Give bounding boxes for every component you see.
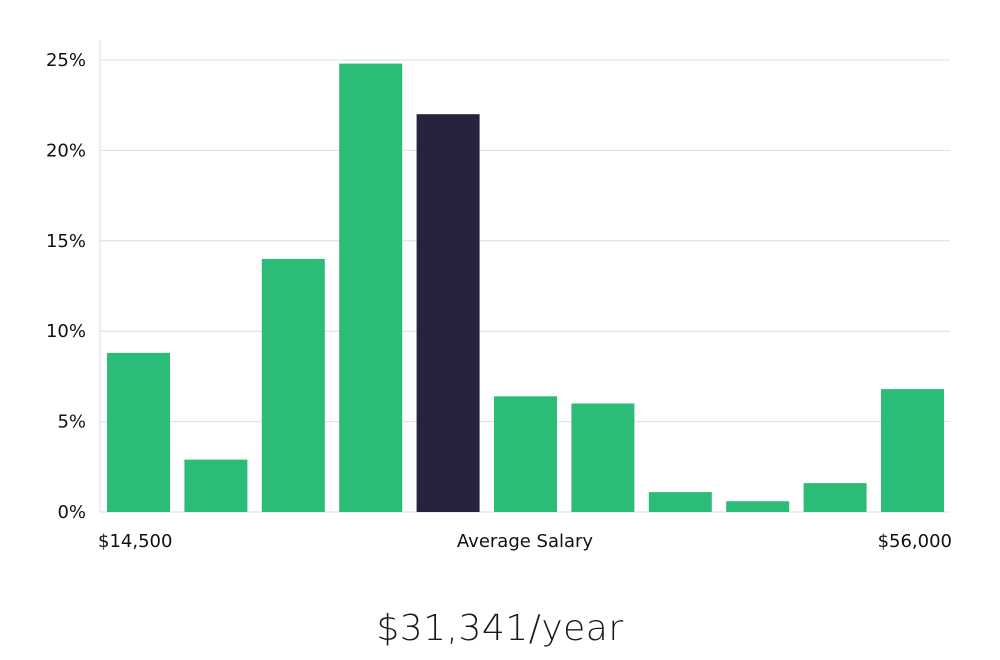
y-tick-label: 0% (57, 502, 86, 523)
bar (726, 501, 790, 512)
salary-histogram: 0%5%10%15%20%25% $14,500 Average Salary … (46, 40, 952, 552)
bar (261, 258, 325, 512)
bar (648, 492, 712, 512)
x-label-max: $56,000 (878, 531, 952, 552)
y-tick-label: 20% (46, 140, 86, 161)
average-salary-value: $31,341/year (376, 608, 624, 649)
bar (494, 396, 557, 512)
bar (107, 352, 170, 512)
bars (107, 63, 944, 512)
y-tick-label: 15% (46, 231, 86, 252)
y-tick-label: 5% (57, 412, 86, 433)
bar (881, 389, 944, 512)
x-label-min: $14,500 (98, 531, 172, 552)
bar (803, 483, 867, 512)
x-label-average: Average Salary (457, 531, 594, 552)
bar (184, 459, 248, 512)
bar-average-salary (416, 114, 480, 512)
bar (571, 403, 635, 512)
y-tick-label: 25% (46, 50, 86, 71)
y-axis-ticks: 0% 5% 10% 15% 20% 25% (46, 50, 86, 523)
y-tick-label: 10% (46, 321, 86, 342)
bar (339, 63, 403, 512)
